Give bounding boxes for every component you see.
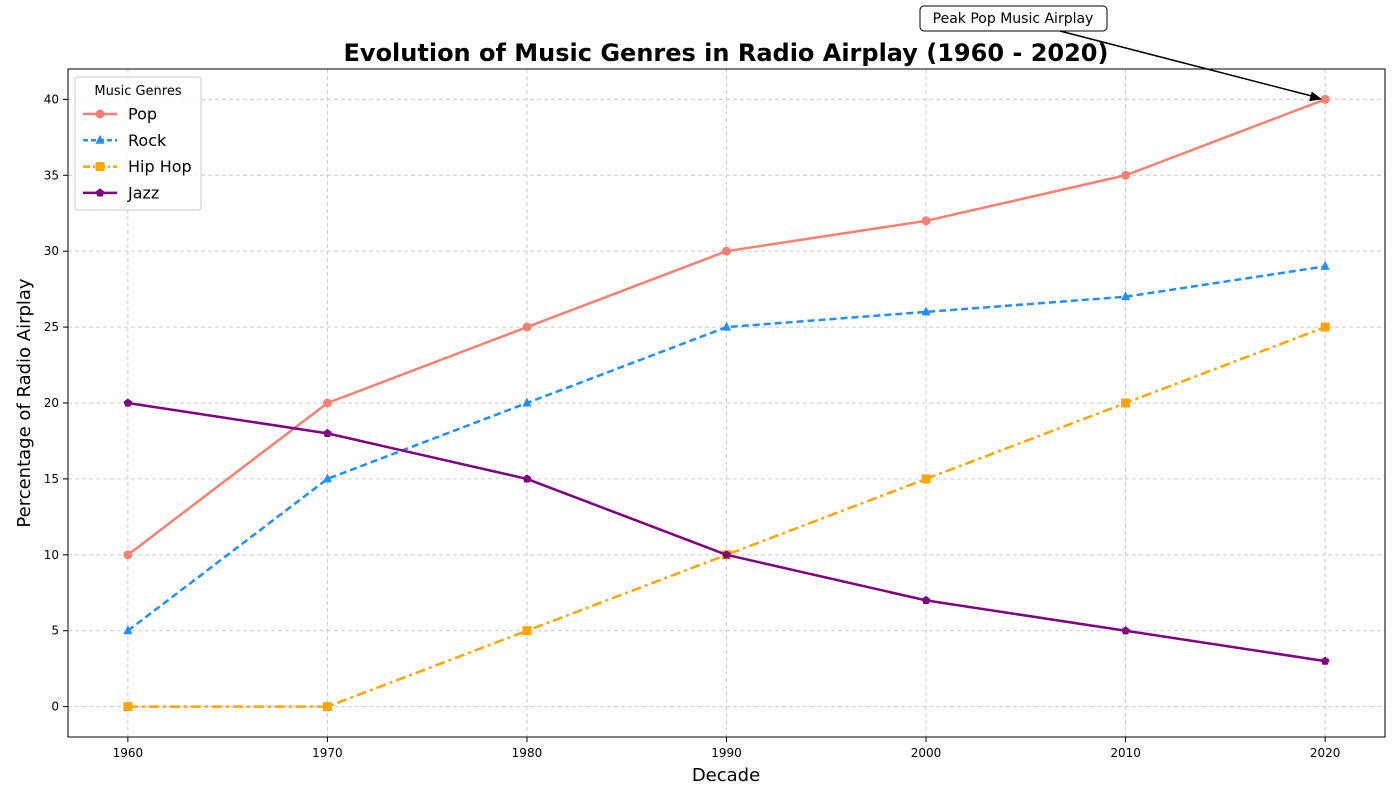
legend-marker-jazz: [95, 188, 105, 197]
legend-item-rock: Rock: [83, 131, 167, 150]
legend-label-pop: Pop: [128, 105, 157, 124]
legend-item-pop: Pop: [83, 105, 157, 124]
x-tick-label: 2010: [1110, 746, 1141, 760]
data-point-jazz: [522, 474, 532, 483]
x-tick-label: 1990: [711, 746, 742, 760]
data-point-jazz: [123, 398, 133, 407]
legend-items: Pop Rock Hip Hop Jazz: [83, 105, 192, 202]
x-tick-label: 2020: [1310, 746, 1341, 760]
legend-box: [74, 76, 202, 211]
data-point-jazz: [722, 550, 731, 559]
legend-label-rock: Rock: [128, 131, 167, 150]
annotation: Peak Pop Music Airplay: [919, 5, 1323, 102]
annotation-text: Peak Pop Music Airplay: [933, 11, 1094, 27]
x-axis-label: Decade: [692, 765, 760, 786]
data-point-jazz: [323, 428, 332, 437]
y-tick-label: 15: [44, 472, 59, 486]
series-lines: [123, 94, 1330, 712]
y-tick-label: 10: [44, 548, 59, 562]
legend-marker-pop: [95, 109, 105, 119]
y-tick-label: 30: [44, 244, 59, 258]
data-point-rock: [123, 625, 133, 635]
legend-marker-hip-hop: [95, 162, 105, 172]
data-point-rock: [1121, 291, 1131, 301]
series-rock: [123, 260, 1330, 635]
data-point-hip-hop: [522, 626, 532, 636]
axis-ticks: 1960 1970 1980 1990 2000 2010 2020 0 5 10 15 20 25 30…: [44, 92, 1341, 760]
series-pop: [123, 94, 1330, 560]
x-tick-label: 1970: [312, 746, 343, 760]
legend-item-hip-hop: Hip Hop: [83, 157, 192, 176]
data-point-hip-hop: [322, 702, 332, 712]
data-point-pop: [921, 216, 931, 226]
chart-title: Evolution of Music Genres in Radio Airpl…: [344, 39, 1109, 67]
legend-marker-rock: [95, 134, 105, 144]
data-point-pop: [322, 398, 332, 408]
data-point-jazz: [1121, 626, 1130, 635]
legend-title: Music Genres: [94, 84, 181, 99]
annotation-arrow: [1059, 30, 1314, 98]
y-tick-label: 20: [44, 396, 59, 410]
data-point-jazz: [1320, 656, 1330, 665]
data-point-rock: [522, 397, 532, 407]
data-point-rock: [322, 473, 332, 483]
data-point-jazz: [921, 595, 931, 604]
data-point-pop: [1121, 170, 1131, 180]
data-point-pop: [722, 246, 731, 256]
legend-label-jazz: Jazz: [127, 183, 159, 202]
legend-label-hip-hop: Hip Hop: [128, 157, 192, 176]
y-tick-label: 0: [51, 700, 59, 714]
data-point-hip-hop: [921, 474, 931, 484]
data-point-hip-hop: [1320, 322, 1330, 332]
y-axis-label: Percentage of Radio Airplay: [14, 278, 35, 528]
legend-item-jazz: Jazz: [83, 183, 159, 202]
series-jazz: [123, 398, 1330, 665]
data-point-pop: [522, 322, 532, 332]
data-point-pop: [1320, 94, 1330, 104]
data-point-hip-hop: [123, 702, 133, 712]
data-point-rock: [722, 321, 731, 331]
annotation-box: [919, 5, 1108, 32]
y-tick-label: 40: [44, 92, 59, 106]
data-point-rock: [921, 306, 931, 316]
data-point-hip-hop: [1121, 398, 1131, 408]
legend: Music Genres Pop Rock Hip Hop Jazz: [74, 76, 202, 211]
y-tick-label: 25: [44, 320, 59, 334]
annotation-arrowhead: [1309, 91, 1323, 102]
x-tick-label: 2000: [911, 746, 942, 760]
data-point-pop: [123, 550, 133, 560]
x-tick-label: 1980: [512, 746, 543, 760]
x-tick-label: 1960: [113, 746, 144, 760]
y-tick-label: 5: [51, 624, 59, 638]
data-point-rock: [1320, 260, 1330, 270]
y-tick-label: 35: [44, 168, 59, 182]
